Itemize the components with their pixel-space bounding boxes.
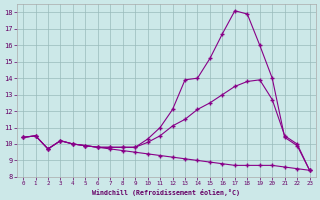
X-axis label: Windchill (Refroidissement éolien,°C): Windchill (Refroidissement éolien,°C) (92, 189, 240, 196)
